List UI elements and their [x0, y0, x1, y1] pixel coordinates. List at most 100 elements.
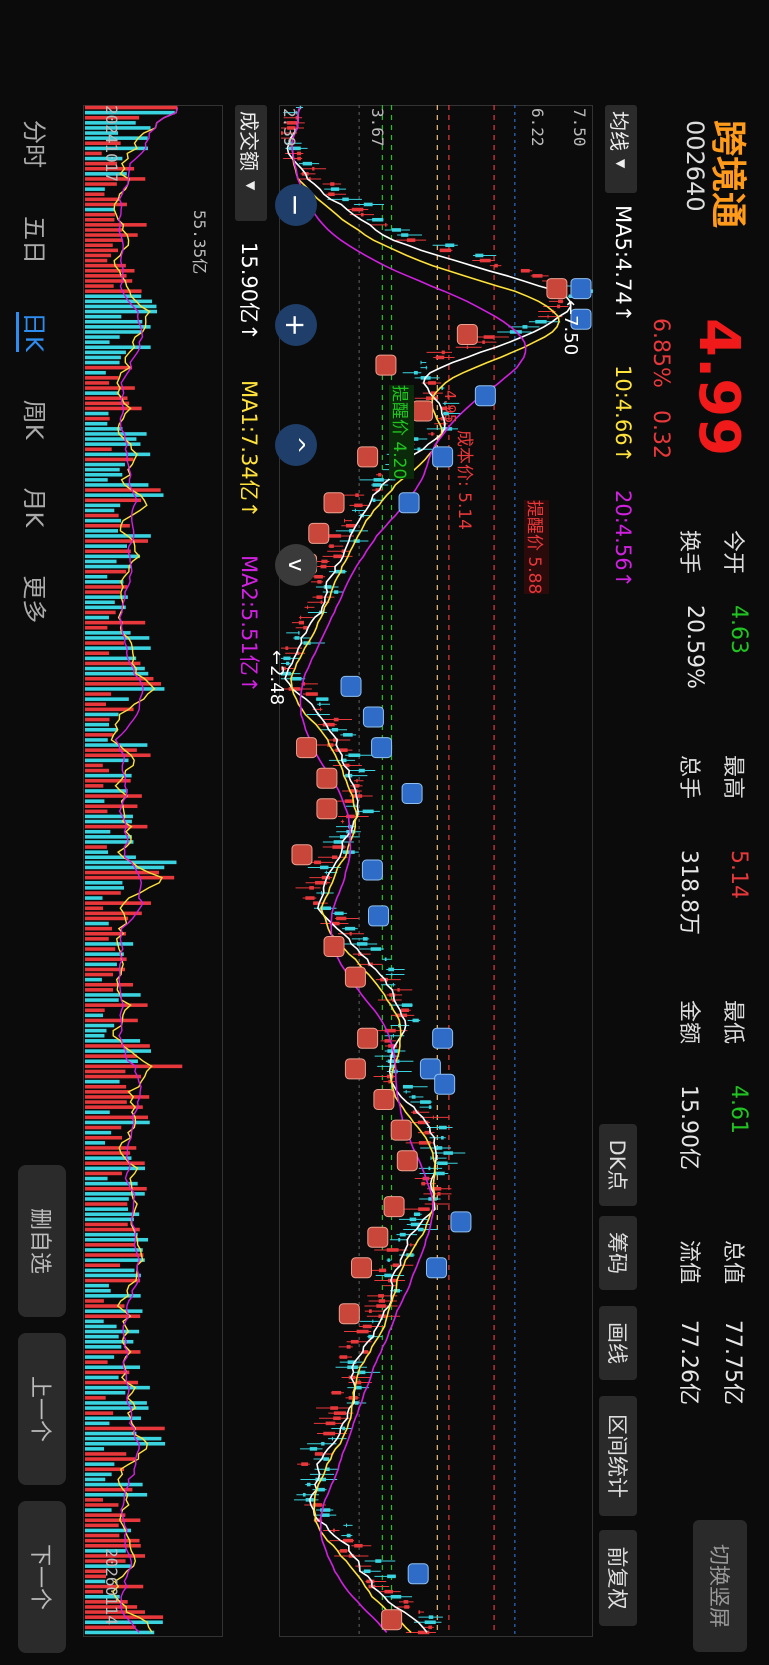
buy-marker[interactable] — [338, 1303, 360, 1325]
candle-body — [320, 564, 327, 569]
buy-marker-badge — [456, 324, 478, 345]
tab-weekly-k[interactable]: 周K — [20, 399, 48, 440]
buy-marker-badge — [323, 936, 345, 957]
volume-selector[interactable]: 成交额 ▼ — [235, 105, 267, 221]
sell-marker[interactable] — [361, 859, 383, 881]
candle-body — [296, 151, 302, 156]
draw-line-button[interactable]: 画线 — [599, 1306, 637, 1380]
volume-bar — [85, 202, 127, 207]
buy-marker[interactable] — [383, 1196, 405, 1218]
tab-monthly-k[interactable]: 月K — [20, 487, 48, 528]
ma-selector[interactable]: 均线 ▼ — [605, 105, 637, 193]
volume-bar — [85, 350, 126, 355]
volume-bar — [85, 1197, 129, 1201]
sell-marker[interactable] — [401, 783, 423, 804]
sell-marker[interactable] — [570, 278, 592, 300]
volume-bar — [85, 1013, 104, 1018]
scroll-down-button[interactable]: v — [275, 544, 317, 586]
buy-marker[interactable] — [373, 1089, 395, 1110]
sell-marker-badge — [426, 1257, 448, 1279]
buy-marker[interactable] — [344, 966, 366, 988]
buy-marker[interactable] — [296, 737, 318, 759]
buy-marker[interactable] — [316, 798, 338, 820]
candle-body — [356, 942, 368, 946]
buy-marker[interactable] — [381, 1609, 403, 1631]
buy-marker[interactable] — [308, 522, 330, 544]
volume-bar — [85, 1023, 115, 1028]
buy-marker-badge — [375, 354, 397, 376]
forward-adjust-button[interactable]: 前复权 — [599, 1530, 637, 1626]
buy-marker[interactable] — [412, 400, 434, 422]
kline-chart[interactable] — [281, 105, 593, 1635]
candle-body — [378, 1268, 387, 1273]
scroll-up-button[interactable]: ^ — [275, 424, 317, 466]
buy-marker[interactable] — [375, 354, 397, 376]
ma10-line — [290, 107, 560, 1633]
previous-stock-button[interactable]: 上一个 — [18, 1333, 66, 1485]
sell-marker[interactable] — [340, 675, 362, 697]
candle-body — [352, 794, 363, 798]
range-stats-button[interactable]: 区间统计 — [599, 1396, 637, 1516]
sell-marker[interactable] — [407, 1563, 429, 1585]
volume-bar — [85, 1416, 141, 1421]
buy-marker[interactable] — [546, 278, 568, 300]
volume-bar — [85, 1543, 141, 1548]
zoom-out-button[interactable]: − — [275, 184, 317, 226]
sell-marker[interactable] — [371, 737, 393, 759]
buy-marker[interactable] — [323, 936, 345, 957]
candle-body — [354, 508, 356, 513]
buy-marker[interactable] — [456, 324, 478, 345]
switch-portrait-button[interactable]: 切换竖屏 — [693, 1520, 747, 1652]
next-stock-button[interactable]: 下一个 — [18, 1501, 66, 1653]
sell-marker[interactable] — [362, 706, 384, 728]
tab-more[interactable]: 更多 — [20, 575, 48, 624]
volume-bar — [85, 784, 104, 788]
sell-marker[interactable] — [426, 1257, 448, 1279]
buy-marker-badge — [323, 492, 345, 514]
tab-five-day[interactable]: 五日 — [20, 216, 48, 264]
volume-bar — [85, 217, 115, 222]
volume-selector-label: 成交额 — [237, 111, 262, 171]
candle-body — [342, 1426, 346, 1431]
candle-body — [443, 1151, 453, 1155]
candle-body — [425, 365, 427, 370]
sell-marker[interactable] — [398, 492, 420, 514]
dk-point-button[interactable]: DK点 — [599, 1124, 637, 1206]
tab-daily-k[interactable]: 日K — [16, 312, 54, 352]
buy-marker[interactable] — [390, 1119, 412, 1141]
candle-body — [286, 661, 290, 666]
volume-bar — [85, 875, 175, 880]
buy-marker[interactable] — [291, 844, 313, 866]
sell-marker[interactable] — [434, 1073, 456, 1095]
buy-marker[interactable] — [323, 492, 345, 514]
buy-marker[interactable] — [316, 767, 338, 789]
remove-watchlist-button[interactable]: 删自选 — [18, 1165, 66, 1317]
tab-minute[interactable]: 分时 — [20, 120, 48, 168]
sell-marker[interactable] — [368, 905, 390, 927]
buy-marker[interactable] — [351, 1257, 373, 1279]
sell-marker[interactable] — [450, 1211, 472, 1233]
zoom-in-button[interactable]: + — [275, 304, 317, 346]
sell-marker[interactable] — [432, 446, 454, 468]
chips-button[interactable]: 筹码 — [599, 1216, 637, 1290]
sell-marker[interactable] — [474, 385, 496, 407]
sell-marker[interactable] — [570, 308, 592, 330]
buy-marker[interactable] — [367, 1226, 389, 1248]
date-start: 20241017 — [102, 105, 121, 183]
ma5-line — [284, 107, 572, 1633]
volume-chart[interactable] — [85, 105, 223, 1635]
candle-body — [344, 926, 356, 931]
volume-bar — [85, 141, 121, 146]
sell-marker[interactable] — [419, 1058, 441, 1080]
buy-marker[interactable] — [344, 1058, 366, 1080]
buy-marker[interactable] — [357, 446, 379, 468]
volume-bar — [85, 1130, 112, 1135]
volume-bar — [85, 646, 151, 650]
buy-marker[interactable] — [396, 1150, 418, 1172]
volume-bar — [85, 967, 126, 972]
volume-bar — [85, 829, 111, 834]
buy-marker[interactable] — [357, 1027, 379, 1049]
volume-bar — [85, 1584, 144, 1589]
sell-marker[interactable] — [432, 1027, 454, 1049]
volume-bar — [85, 1472, 112, 1477]
